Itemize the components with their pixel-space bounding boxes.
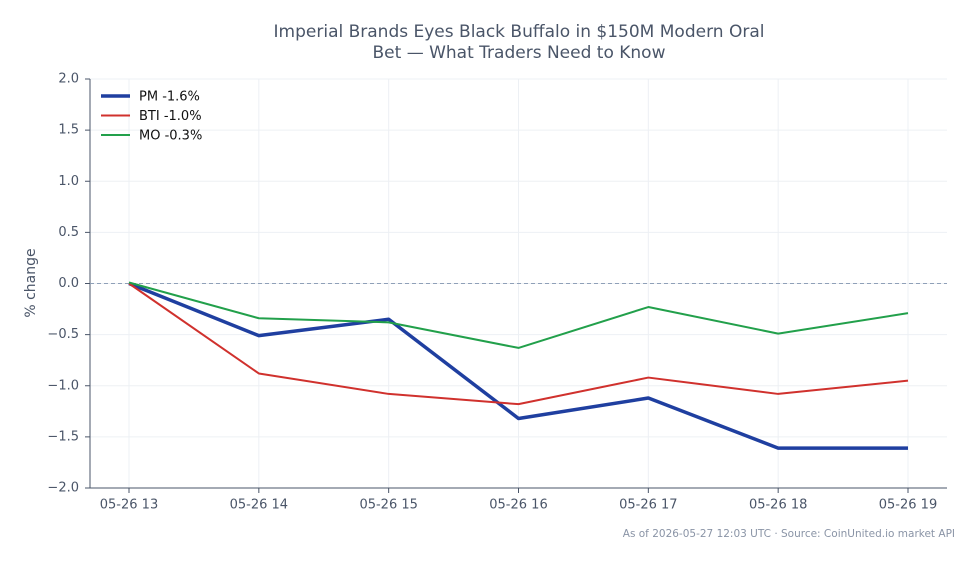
series-line — [128, 282, 909, 406]
y-tick-label: −0.5 — [47, 327, 79, 342]
y-axis-label: % change — [23, 248, 39, 317]
series-line — [128, 281, 908, 450]
y-tick-label: 2.0 — [58, 72, 79, 87]
chart-subtitle: Bet — What Traders Need to Know — [373, 43, 666, 63]
y-tick-label: 1.0 — [58, 174, 79, 189]
x-tick-label: 05-26 19 — [879, 498, 937, 513]
y-tick-label: −1.0 — [47, 378, 79, 393]
x-tick-label: 05-26 13 — [100, 498, 158, 513]
y-tick-label: −1.5 — [47, 429, 79, 444]
x-tick-label: 05-26 16 — [489, 498, 547, 513]
legend-label: PM -1.6% — [139, 90, 200, 105]
x-tick-label: 05-26 18 — [749, 498, 807, 513]
y-tick-label: 0.0 — [58, 276, 79, 291]
y-tick-label: −2.0 — [47, 481, 79, 496]
y-tick-label: 1.5 — [58, 123, 79, 138]
y-tick-label: 0.5 — [58, 225, 79, 240]
x-tick-label: 05-26 17 — [619, 498, 677, 513]
footer: As of 2026-05-27 12:03 UTC · Source: Coi… — [623, 528, 955, 540]
series-line — [128, 281, 909, 349]
x-tick-label: 05-26 14 — [230, 498, 288, 513]
legend-label: MO -0.3% — [139, 129, 202, 144]
legend-label: BTI -1.0% — [139, 109, 202, 124]
chart-title: Imperial Brands Eyes Black Buffalo in $1… — [274, 22, 765, 42]
x-tick-label: 05-26 15 — [359, 498, 417, 513]
